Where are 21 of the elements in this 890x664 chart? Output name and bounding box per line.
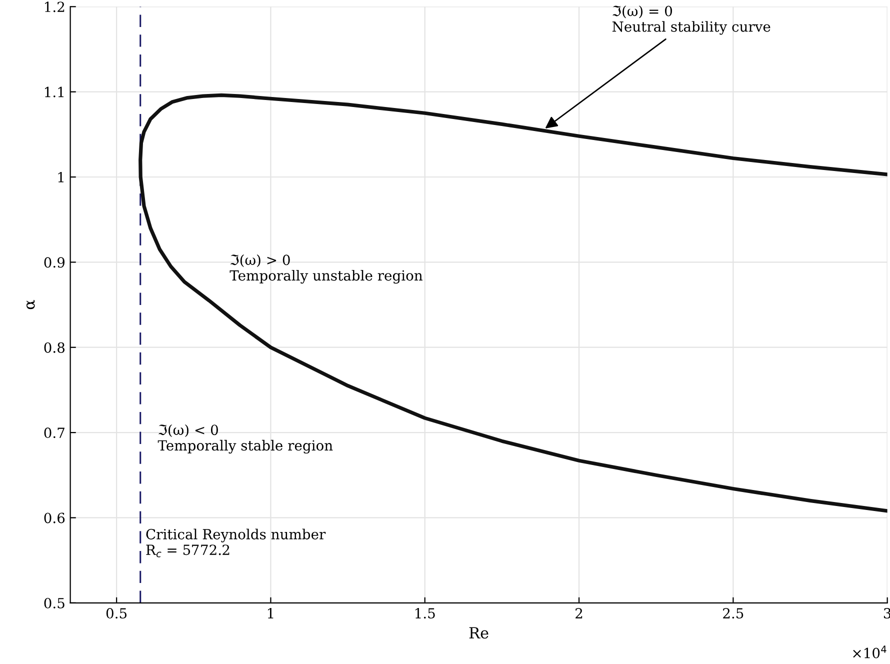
annotation: Critical Reynolds number R$_{c}$ = 5772.2: [146, 528, 326, 558]
y-tick-label: 0.8: [44, 342, 65, 353]
y-tick-label: 0.5: [44, 598, 64, 608]
y-tick-label: 0.9: [44, 257, 65, 268]
y-tick-label: 1.1: [45, 86, 64, 98]
annotation: ℑ(ω) = 0 Neutral stability curve: [612, 6, 770, 35]
x-tick-label: 1.5: [416, 608, 435, 619]
y-tick-label: 0.7: [44, 428, 64, 438]
x-tick-label: 2.5: [723, 608, 744, 619]
x-axis-title: Re: [469, 627, 488, 639]
line-series: [138, 93, 888, 513]
y-tick-label: 1: [58, 172, 64, 182]
y-axis-title: α: [26, 300, 35, 310]
y-tick-label: 1.2: [45, 2, 64, 12]
x-tick-label: 1: [268, 608, 274, 618]
text: ×10$^{4}$: [853, 646, 886, 658]
annotation: ℑ(ω) < 0 Temporally stable region: [158, 424, 333, 454]
x-tick-label: 0.5: [106, 608, 127, 619]
x-tick-label: 2: [576, 608, 582, 618]
annotation: ℑ(ω) > 0 Temporally unstable region: [230, 254, 422, 284]
y-tick-label: 0.6: [44, 512, 65, 524]
